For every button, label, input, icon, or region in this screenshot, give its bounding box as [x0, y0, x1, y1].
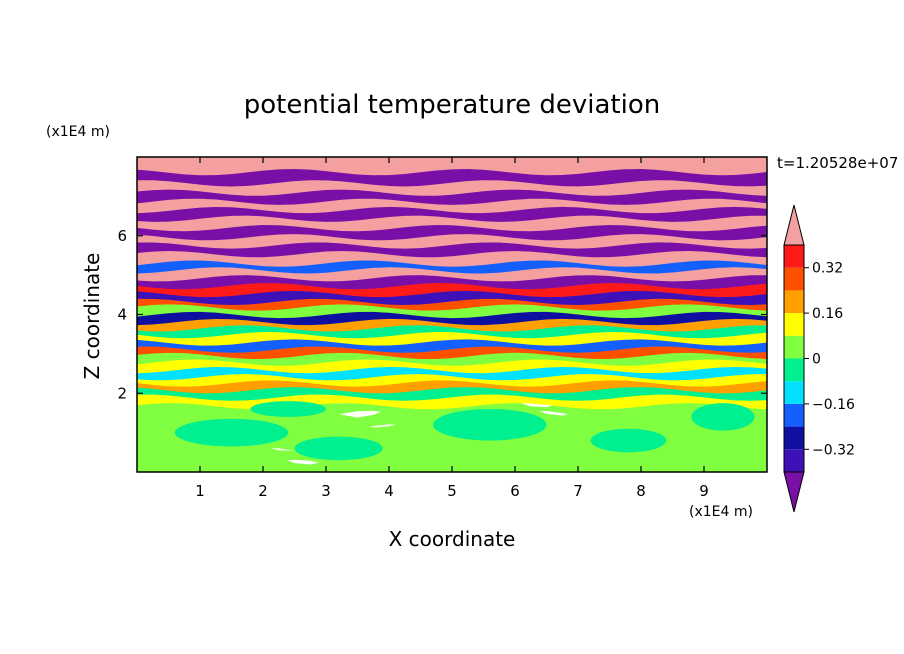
colorbar-tick-label: 0.32	[812, 261, 843, 277]
colorbar-segment	[784, 358, 804, 382]
x-axis: 1 2 3 4 5 6 7 8 9	[195, 157, 709, 500]
y-tick-label: 4	[117, 306, 127, 324]
field-patch	[250, 401, 326, 417]
colorbar-tick-label: 0.16	[812, 306, 843, 322]
colorbar-segment	[784, 449, 804, 472]
colorbar-tick-label: 0	[812, 352, 821, 368]
field-patch	[433, 409, 547, 441]
field-patch	[174, 418, 289, 447]
colorbar-segment	[784, 381, 804, 404]
colorbar-segment	[784, 313, 804, 336]
colorbar-segment	[784, 267, 804, 291]
x-tick-label: 1	[195, 482, 205, 500]
y-axis: 2 4 6	[117, 227, 767, 402]
y-tick-label: 6	[117, 227, 127, 245]
x-tick-label: 5	[447, 482, 457, 500]
colorbar-segment	[784, 290, 804, 314]
colorbar: 0.32 0.16 0 −0.16 −0.32	[783, 204, 855, 513]
x-tick-label: 6	[510, 482, 520, 500]
x-tick-label: 9	[699, 482, 709, 500]
colorbar-max-arrow	[783, 204, 805, 246]
x-tick-label: 8	[636, 482, 646, 500]
x-tick-label: 7	[573, 482, 583, 500]
x-unit-label: (x1E4 m)	[689, 504, 753, 520]
x-axis-label: X coordinate	[389, 527, 516, 551]
time-label: t=1.20528e+07	[777, 154, 898, 172]
field-plot	[137, 157, 767, 472]
colorbar-segment	[784, 426, 804, 450]
colorbar-tick-label: −0.16	[812, 397, 855, 413]
field-patch	[590, 428, 667, 453]
x-tick-label: 2	[258, 482, 268, 500]
colorbar-segment	[784, 403, 804, 427]
y-unit-label: (x1E4 m)	[46, 124, 110, 140]
colorbar-segment	[784, 245, 804, 268]
y-tick-label: 2	[117, 384, 127, 402]
x-tick-label: 4	[384, 482, 394, 500]
colorbar-min-arrow	[783, 471, 805, 513]
field-patch	[691, 403, 755, 431]
field-patch	[294, 436, 383, 461]
y-axis-label: Z coordinate	[80, 253, 104, 380]
chart-title: potential temperature deviation	[244, 90, 660, 120]
colorbar-tick-label: −0.32	[812, 442, 855, 458]
x-tick-label: 3	[321, 482, 331, 500]
field-band	[137, 157, 767, 170]
colorbar-segment	[784, 335, 804, 359]
